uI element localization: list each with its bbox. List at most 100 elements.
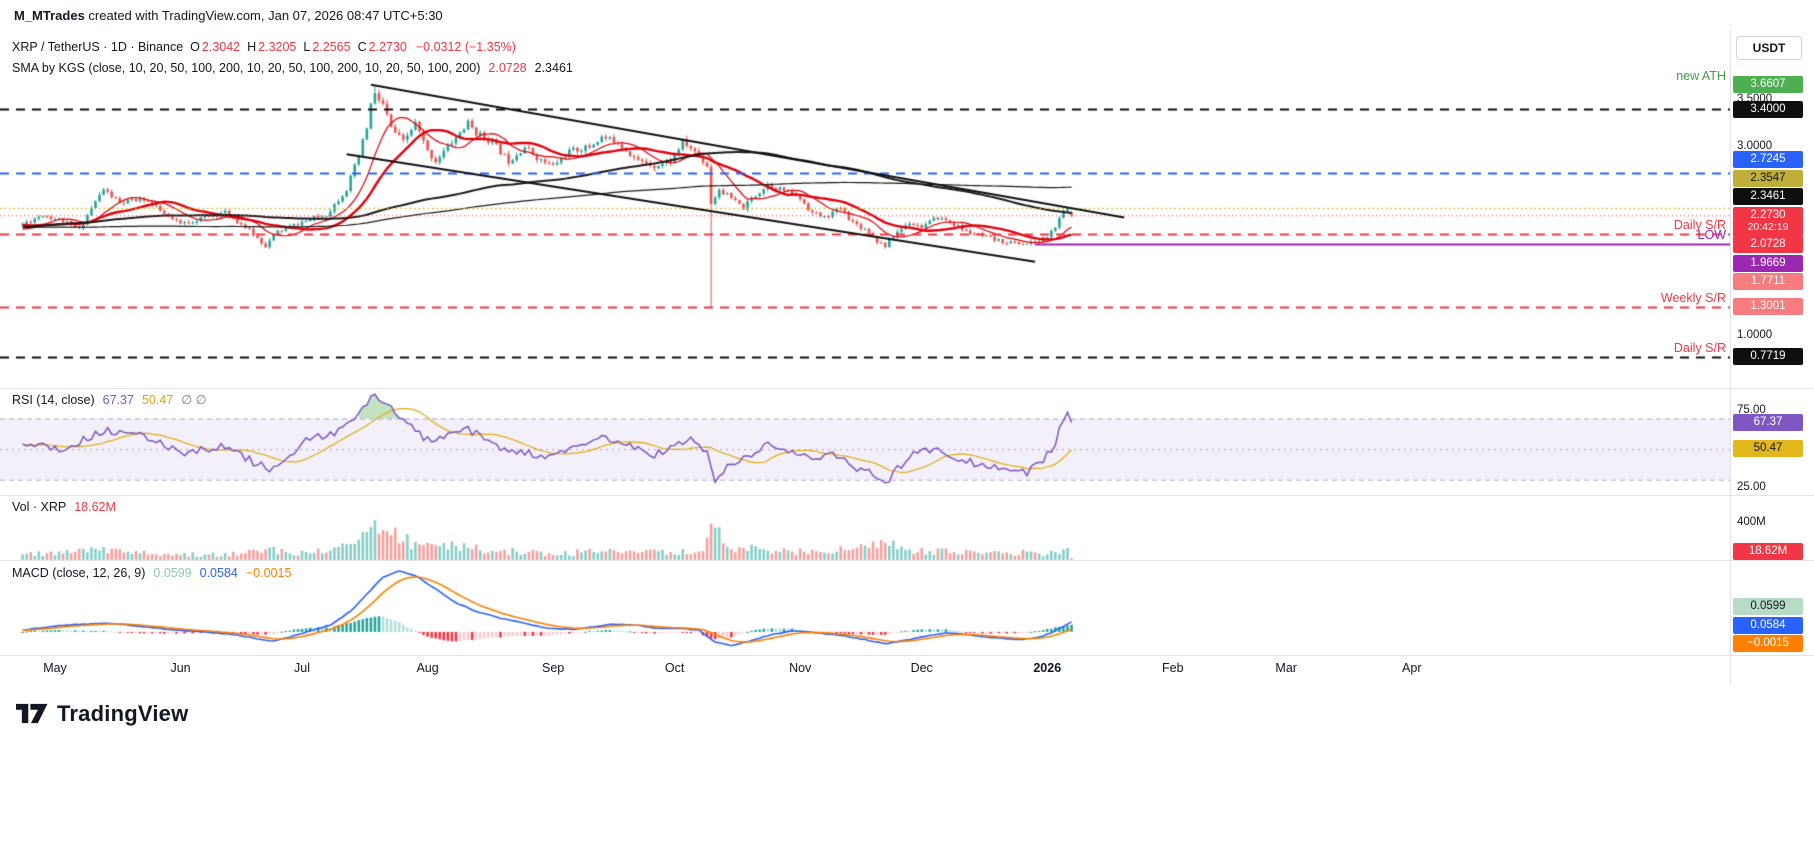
rsi-empty-values: ∅ ∅ [181,393,207,407]
current-price-label: 2.2730 20:42:19 [1733,206,1803,237]
chart-area: XRP / TetherUS · 1D · Binance O 2.3042 H 2.3… [0,30,1814,685]
scale-label-value: 1.3001 [1750,300,1786,313]
level-annotation: Daily S/R [1673,218,1726,233]
price-level-label: 3.6607 [1733,76,1803,94]
time-axis-label: Jun [170,661,191,675]
time-axis-label: 2026 [1033,661,1062,675]
time-axis-label: Apr [1402,661,1422,675]
time-axis-label: Feb [1162,661,1184,675]
sma-value: 2.0728 [488,61,527,75]
volume-title[interactable]: Vol · XRP [12,500,67,514]
price-countdown: 20:42:19 [1747,220,1789,233]
watermark-author: M_MTrades [14,8,85,23]
scale-tick: 25.00 [1737,480,1766,493]
macd-value: 0.0599 [153,566,192,580]
currency-usdt-button[interactable]: USDT [1736,36,1802,60]
ohlc-values: O 2.3042 H 2.3205 L 2.2565 C 2.2730 [183,40,407,54]
scale-label-value: 1.9669 [1750,256,1786,269]
macd-signal-label: −0.0015 [1733,635,1803,653]
price-level-label: 2.0728 [1733,236,1803,254]
chart-canvas[interactable] [0,30,1730,685]
watermark-text: created with TradingView.com, Jan 07, 20… [84,8,443,23]
scale-tick: 400M [1737,516,1766,529]
scale-label-value: −0.0015 [1747,637,1789,650]
level-annotation: Weekly S/R [1660,290,1726,305]
tradingview-logo-icon [16,703,48,724]
scale-tick: 75.00 [1737,404,1766,417]
pane-separator-rsi[interactable] [0,388,1814,389]
tradingview-logo-text[interactable]: TradingView [57,700,189,726]
scale-label-value: 1.7711 [1750,275,1786,288]
sma-indicator-legend: SMA by KGS (close, 10, 20, 50, 100, 200,… [12,61,573,75]
price-level-label: 2.3547 [1733,169,1803,187]
volume-value-text: 18.62M [74,500,116,514]
price-level-label: 1.9669 [1733,254,1803,272]
scale-label-value: 2.3547 [1750,171,1786,184]
macd-value-label: 0.0584 [1733,616,1803,634]
time-axis-label: Dec [910,661,933,675]
scale-label-value: 67.37 [1753,416,1783,429]
scale-label-value: 0.7719 [1750,350,1786,363]
time-axis-label: Nov [789,661,812,675]
scale-label-value: 2.2730 [1750,208,1786,221]
scale-label-value: 3.6607 [1750,78,1786,91]
volume-value-label: 18.62M [1733,542,1803,560]
scale-label-value: 2.3461 [1750,190,1786,203]
time-axis-label: Aug [416,661,439,675]
sma-values: 2.0728 2.3461 [480,61,572,75]
scale-label-value: 18.62M [1748,544,1788,557]
scale-tick: 1.0000 [1737,328,1773,341]
level-annotation: Daily S/R [1673,340,1726,355]
footer: TradingView [16,700,188,727]
rsi-title[interactable]: RSI (14, close) [12,393,95,407]
ohlc-key: O [190,40,200,54]
rsi-value-label: 67.37 [1733,414,1803,432]
change-value: −0.0312 (−1.35%) [415,40,516,54]
time-axis-label: Mar [1275,661,1297,675]
symbol-legend: XRP / TetherUS · 1D · Binance O 2.3042 H 2.3… [12,40,516,54]
volume-legend: Vol · XRP 18.62M [12,500,116,514]
time-axis-label: Jul [294,661,311,675]
macd-value: 0.0584 [199,566,238,580]
price-level-label: 0.7719 [1733,348,1803,366]
sma-value: 2.3461 [534,61,573,75]
ohlc-key: H [247,40,257,54]
scale-label-value: 2.7245 [1750,153,1786,166]
macd-legend: MACD (close, 12, 26, 9) 0.0599 0.0584 −0.00… [12,566,291,580]
pane-separator-time-axis [0,655,1814,656]
pane-separator-volume[interactable] [0,495,1814,496]
volume-value: 18.62M [66,500,116,514]
price-level-label: 1.7711 [1733,273,1803,291]
scale-label-value: 0.0599 [1750,600,1786,613]
sma-indicator-title[interactable]: SMA by KGS (close, 10, 20, 50, 100, 200,… [12,61,481,75]
rsi-ma-value-label: 50.47 [1733,439,1803,457]
scale-tick: 3.0000 [1737,140,1773,153]
level-annotation: new ATH [1676,68,1726,83]
rsi-values: 67.37 50.47 [95,393,174,407]
ohlc-value: 2.2565 [312,40,351,54]
time-axis-label: May [43,661,67,675]
macd-values: 0.0599 0.0584 −0.0015 [145,566,291,580]
ohlc-value: 2.2730 [368,40,407,54]
macd-hist-label: 0.0599 [1733,598,1803,616]
ohlc-key: C [357,40,367,54]
scale-label-value: 50.47 [1753,441,1783,454]
scale-label-value: 3.4000 [1750,102,1786,115]
macd-title[interactable]: MACD (close, 12, 26, 9) [12,566,146,580]
price-scale-separator [1730,30,1731,685]
time-axis-label: Sep [542,661,565,675]
ohlc-value: 2.3042 [201,40,241,54]
symbol-title[interactable]: XRP / TetherUS · 1D · Binance [12,40,184,54]
scale-label-value: 2.0728 [1750,238,1786,251]
price-level-label: 3.4000 [1733,100,1803,118]
scale-label-value: 0.0584 [1750,618,1786,631]
price-level-label: 2.7245 [1733,151,1803,169]
price-level-label: 2.3461 [1733,188,1803,206]
pane-separator-macd[interactable] [0,560,1814,561]
rsi-value: 67.37 [102,393,134,407]
rsi-value: 50.47 [141,393,174,407]
watermark: M_MTrades created with TradingView.com, … [14,8,443,23]
ohlc-key: L [303,40,311,54]
rsi-legend: RSI (14, close) 67.37 50.47 ∅ ∅ [12,392,207,407]
